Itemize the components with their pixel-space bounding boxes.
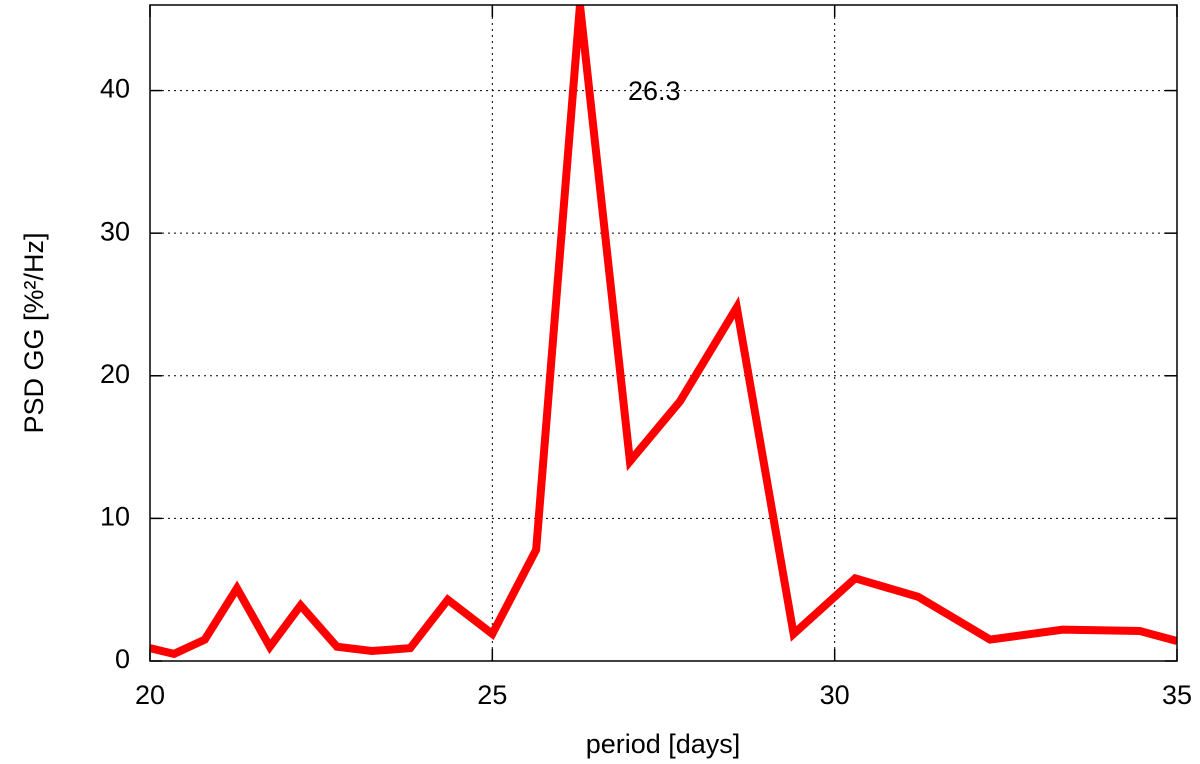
y-tick-label: 40	[100, 74, 130, 104]
annotation: 26.3	[628, 76, 681, 106]
x-tick-label: 30	[820, 680, 850, 710]
y-tick-label: 10	[100, 502, 130, 532]
x-tick-label: 35	[1162, 680, 1192, 710]
x-axis-label: period [days]	[586, 729, 741, 759]
data-line	[150, 5, 1177, 659]
y-tick-label: 20	[100, 359, 130, 389]
y-tick-label: 0	[115, 644, 130, 674]
x-tick-label: 20	[135, 680, 165, 710]
y-tick-label: 30	[100, 216, 130, 246]
x-tick-label: 25	[477, 680, 507, 710]
y-axis-label: PSD GG [%²/Hz]	[19, 232, 49, 433]
plot-frame	[149, 4, 1178, 662]
